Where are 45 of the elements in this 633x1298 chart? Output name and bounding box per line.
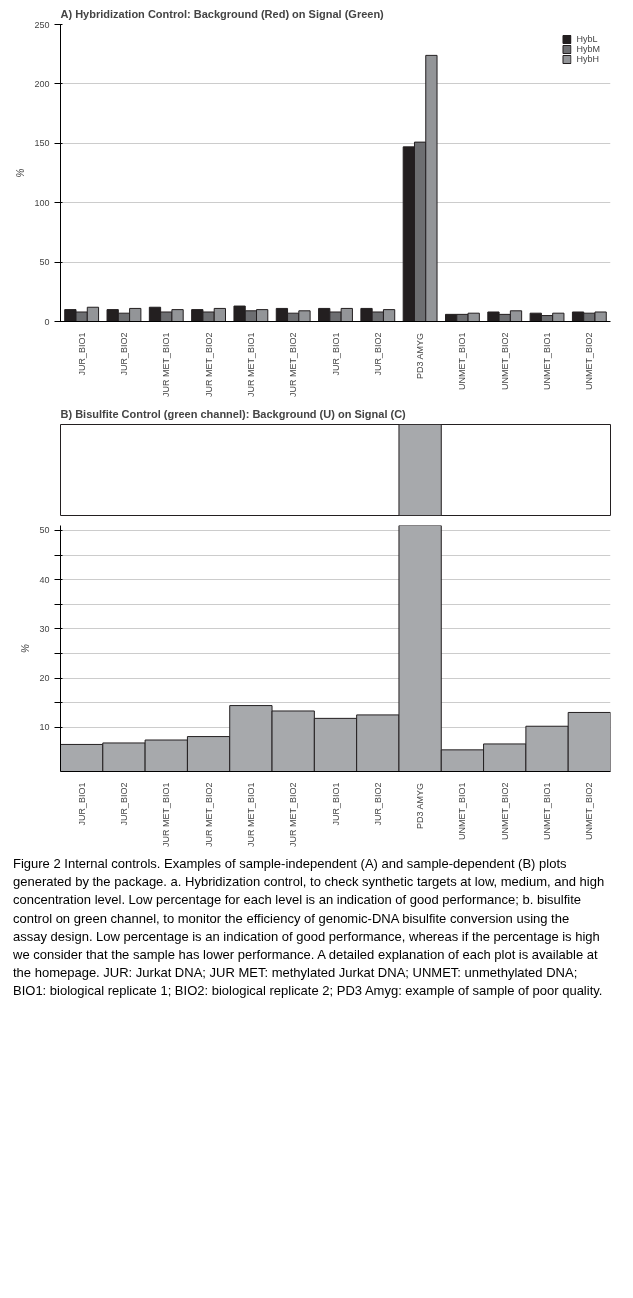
chart-title: B) Bisulfite Control (green channel): Background (U) on Signal (C) (60, 407, 407, 420)
x-tick-label: JUR_BIO2 (118, 332, 129, 376)
x-tick-label: JUR MET_BIO1 (245, 782, 256, 848)
x-tick-label: JUR_BIO2 (118, 782, 129, 826)
y-tick-label: 150 (34, 138, 50, 149)
legend-label: HybH (576, 54, 599, 64)
x-tick-label: UNMET_BIO1 (457, 782, 468, 841)
caption: Figure 2 Internal controls. Examples of sample-independent (A) and sample-dependent (B) plots generated by the package. a. Hybridization control, to check synthetic targets at low, medium, and high concentration level. Low percentage for each level is an indication of good performance; b. bisulfite control on green channel, to monitor the efficiency of genomic-DNA bisulfite conversion using the assay design. Low percentage is an indication of good performance, whereas if the percentage is high we consider that the sample has lower performance. A detailed explanation of each plot is available at the homepage. JUR: Jurkat DNA; JUR MET: methylated Jurkat DNA; UNMET: unmethylated DNA; BIO1: biological replicate 1; BIO2: biological replicate 2; PD3 Amyg: example of sample of poor quality. (13, 855, 605, 1001)
x-tick-label: JUR_BIO1 (76, 332, 87, 376)
y-tick-label: 200 (34, 78, 50, 89)
x-tick-label: JUR_BIO1 (330, 332, 341, 376)
x-tick-label: JUR MET_BIO1 (161, 332, 172, 398)
y-tick-label: 100 (34, 197, 50, 208)
x-tick-label: UNMET_BIO2 (584, 782, 595, 841)
legend-label: HybM (576, 44, 600, 54)
x-tick-label: UNMET_BIO2 (584, 332, 595, 391)
y-tick-label: 0 (44, 316, 50, 327)
y-axis-title: % (15, 168, 27, 178)
x-tick-label: JUR MET_BIO1 (245, 332, 256, 398)
y-tick-label: 20 (39, 673, 50, 684)
x-tick-label: UNMET_BIO1 (542, 782, 553, 841)
x-tick-label: JUR MET_BIO2 (288, 782, 299, 848)
x-tick-label: JUR MET_BIO2 (203, 332, 214, 398)
y-tick-label: 40 (39, 574, 50, 585)
x-tick-label: PD3 AMYG (415, 783, 426, 830)
y-tick-label: 50 (39, 525, 50, 536)
x-tick-label: JUR_BIO2 (372, 782, 383, 826)
x-tick-label: JUR_BIO1 (330, 782, 341, 826)
x-tick-label: JUR_BIO2 (372, 332, 383, 376)
x-tick-label: UNMET_BIO2 (499, 782, 510, 841)
legend-label: HybL (576, 34, 598, 44)
x-tick-label: JUR MET_BIO1 (161, 782, 172, 848)
y-tick-label: 250 (34, 19, 50, 30)
chart-title: A) Hybridization Control: Background (Red) on Signal (Green) (60, 7, 385, 20)
x-tick-label: JUR_BIO1 (76, 782, 87, 826)
x-tick-label: JUR MET_BIO2 (203, 782, 214, 848)
x-tick-label: UNMET_BIO1 (542, 332, 553, 391)
y-tick-label: 10 (39, 722, 50, 733)
x-tick-label: UNMET_BIO1 (457, 332, 468, 391)
y-tick-label: 50 (39, 257, 50, 268)
x-tick-label: PD3 AMYG (415, 333, 426, 380)
x-tick-label: JUR MET_BIO2 (288, 332, 299, 398)
y-axis-title: % (20, 643, 32, 653)
y-tick-label: 30 (39, 623, 50, 634)
x-tick-label: UNMET_BIO2 (499, 332, 510, 391)
